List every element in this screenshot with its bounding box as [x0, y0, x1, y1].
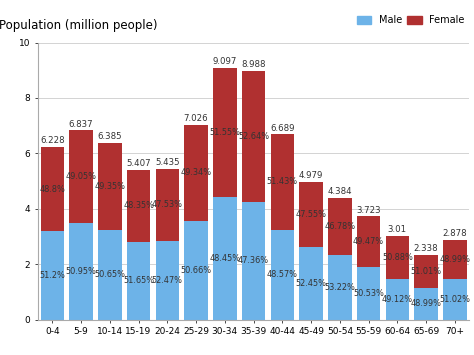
Bar [443, 279, 467, 320]
Text: 48.8%: 48.8% [39, 185, 65, 193]
Text: 51.01%: 51.01% [410, 267, 442, 276]
Text: 48.35%: 48.35% [123, 202, 154, 211]
Text: 46.78%: 46.78% [324, 222, 356, 231]
Text: 48.99%: 48.99% [439, 255, 470, 264]
Text: 51.55%: 51.55% [210, 128, 240, 137]
Text: 5.435: 5.435 [155, 158, 180, 167]
Bar [385, 279, 409, 320]
Bar [127, 170, 150, 242]
Text: Population (million people): Population (million people) [0, 18, 157, 32]
Text: 3.01: 3.01 [388, 225, 407, 235]
Text: 51.43%: 51.43% [267, 178, 298, 186]
Text: 2.878: 2.878 [443, 229, 467, 238]
Text: 50.53%: 50.53% [353, 289, 384, 298]
Bar [357, 217, 381, 267]
Bar [213, 67, 237, 197]
Bar [98, 143, 122, 230]
Text: 3.723: 3.723 [356, 206, 381, 215]
Bar [414, 288, 438, 320]
Bar [213, 197, 237, 320]
Text: 51.02%: 51.02% [439, 295, 470, 304]
Text: 50.66%: 50.66% [181, 266, 211, 275]
Text: 49.34%: 49.34% [181, 168, 211, 178]
Bar [385, 236, 409, 279]
Text: 48.45%: 48.45% [210, 254, 240, 263]
Bar [242, 202, 265, 320]
Bar [299, 182, 323, 247]
Text: 6.837: 6.837 [69, 120, 93, 129]
Text: 52.64%: 52.64% [238, 132, 269, 141]
Bar [328, 198, 352, 255]
Text: 6.228: 6.228 [40, 136, 64, 146]
Bar [40, 147, 64, 231]
Text: 52.45%: 52.45% [296, 279, 327, 288]
Bar [414, 255, 438, 288]
Text: 50.65%: 50.65% [94, 270, 125, 279]
Text: 47.55%: 47.55% [296, 210, 327, 219]
Text: 47.53%: 47.53% [152, 200, 183, 209]
Text: 8.988: 8.988 [241, 60, 266, 69]
Text: 51.2%: 51.2% [39, 271, 65, 280]
Bar [357, 267, 381, 320]
Bar [155, 241, 179, 320]
Legend: Male, Female: Male, Female [353, 11, 469, 29]
Text: 50.88%: 50.88% [382, 253, 413, 262]
Text: 51.65%: 51.65% [123, 276, 154, 285]
Text: 48.99%: 48.99% [410, 299, 442, 308]
Text: 48.57%: 48.57% [267, 270, 298, 279]
Text: 52.47%: 52.47% [152, 275, 183, 284]
Text: 6.385: 6.385 [98, 132, 122, 141]
Bar [155, 169, 179, 241]
Text: 47.36%: 47.36% [238, 256, 269, 265]
Bar [328, 255, 352, 320]
Bar [242, 71, 265, 202]
Bar [184, 125, 208, 221]
Text: 49.47%: 49.47% [353, 237, 384, 246]
Text: 50.95%: 50.95% [65, 267, 97, 276]
Text: 49.12%: 49.12% [382, 295, 413, 304]
Text: 53.22%: 53.22% [324, 283, 356, 292]
Bar [69, 130, 93, 223]
Bar [40, 231, 64, 320]
Text: 4.979: 4.979 [299, 171, 323, 180]
Bar [184, 221, 208, 320]
Bar [271, 230, 294, 320]
Text: 6.689: 6.689 [270, 124, 295, 133]
Bar [443, 240, 467, 279]
Text: 7.026: 7.026 [184, 114, 209, 123]
Text: 49.05%: 49.05% [65, 172, 97, 181]
Bar [271, 134, 294, 230]
Bar [98, 230, 122, 320]
Text: 5.407: 5.407 [126, 159, 151, 168]
Text: 4.384: 4.384 [328, 187, 352, 196]
Bar [69, 223, 93, 320]
Bar [299, 247, 323, 320]
Text: 49.35%: 49.35% [94, 182, 125, 191]
Text: 9.097: 9.097 [213, 57, 237, 66]
Text: 2.338: 2.338 [414, 244, 438, 253]
Bar [127, 242, 150, 320]
